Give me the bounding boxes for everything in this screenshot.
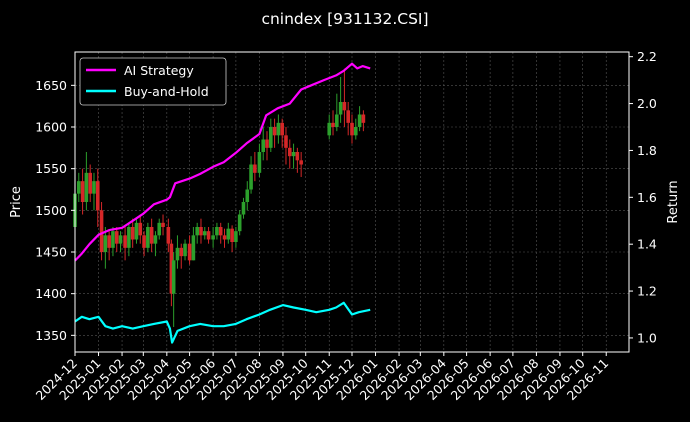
candle-body: [179, 247, 184, 257]
candle-body: [206, 231, 211, 240]
candle-body: [249, 164, 253, 190]
candle-body: [265, 139, 269, 148]
candle-body: [327, 122, 332, 136]
candle-body: [161, 222, 165, 227]
candle-body: [202, 231, 207, 236]
candle-body: [118, 235, 123, 244]
right-y-axis: 1.0 1.2 1.4 1.6 1.8 2.0 2.2: [629, 49, 657, 345]
y-axis-label-right: Return: [666, 180, 681, 223]
candle-body: [257, 152, 262, 173]
candle-body: [291, 152, 296, 157]
candle-body: [183, 243, 187, 257]
candle-body: [338, 102, 343, 115]
candle-body: [353, 127, 358, 136]
y-tick-label-right: 1.6: [637, 190, 657, 205]
series-lines: [74, 62, 371, 344]
candle-body: [280, 122, 284, 136]
ai-strategy-line: [74, 62, 371, 262]
candle-body: [342, 102, 347, 111]
candle-body: [287, 147, 292, 157]
candle-body: [215, 227, 219, 236]
candle-body: [127, 227, 131, 248]
candle-body: [88, 172, 92, 194]
y-axis-label-left: Price: [9, 186, 24, 218]
candle-body: [111, 231, 115, 248]
candle-body: [331, 122, 335, 127]
candle-body: [95, 181, 100, 211]
y-tick-label-left: 1400: [35, 286, 67, 301]
y-tick-label-right: 1.0: [637, 330, 657, 345]
candle-body: [195, 227, 199, 236]
y-tick-label-left: 1450: [35, 245, 67, 260]
left-y-axis: 1350 1400 1450 1500 1550 1600 1650: [35, 78, 75, 343]
candle-body: [230, 228, 234, 242]
candle-body: [241, 202, 246, 215]
legend-label-buy-and-hold: Buy-and-Hold: [124, 84, 209, 99]
y-tick-label-left: 1600: [35, 120, 67, 135]
candle-body: [299, 160, 303, 165]
chart-title: cnindex [931132.CSI]: [261, 10, 428, 28]
candle-body: [114, 231, 119, 244]
candle-body: [226, 228, 231, 240]
candle-body: [99, 210, 104, 252]
candle-body: [130, 227, 135, 240]
candle-body: [350, 122, 354, 136]
candle-body: [175, 247, 180, 261]
candle-body: [149, 227, 154, 244]
y-tick-label-right: 2.2: [637, 49, 657, 64]
candle-body: [157, 222, 162, 236]
candle-body: [346, 110, 351, 123]
candle-body: [218, 227, 223, 236]
legend: AI Strategy Buy-and-Hold: [79, 57, 227, 106]
y-tick-label-left: 1500: [35, 203, 67, 218]
candle-body: [199, 227, 203, 236]
candle-body: [123, 235, 127, 248]
candle-body: [361, 114, 366, 123]
y-tick-label-left: 1350: [35, 328, 67, 343]
candle-body: [211, 235, 215, 240]
candle-body: [261, 139, 266, 152]
candle-body: [284, 135, 288, 148]
y-tick-label-right: 2.0: [637, 96, 657, 111]
candle-body: [357, 114, 362, 127]
candle-body: [171, 260, 176, 294]
candle-body: [272, 127, 277, 136]
y-tick-label-left: 1650: [35, 78, 67, 93]
candle-body: [153, 235, 158, 244]
candle-body: [146, 227, 150, 248]
candle-body: [295, 152, 300, 161]
candle-body: [166, 227, 171, 244]
candle-body: [187, 243, 192, 261]
candle-body: [107, 235, 111, 248]
candle-body: [169, 243, 174, 294]
legend-box: [79, 57, 227, 106]
candle-body: [234, 231, 238, 242]
candle-body: [222, 235, 227, 240]
buy-and-hold-line: [74, 301, 371, 344]
candle-body: [268, 127, 273, 148]
candle-body: [237, 214, 242, 232]
candle-body: [142, 235, 146, 248]
candle-body: [84, 172, 89, 202]
candle-body: [103, 235, 108, 252]
candle-body: [92, 181, 96, 194]
candle-body: [76, 181, 81, 194]
candle-body: [191, 235, 196, 261]
y-tick-label-right: 1.8: [637, 143, 657, 158]
y-tick-label-left: 1550: [35, 161, 67, 176]
candle-body: [134, 222, 139, 240]
candle-body: [335, 114, 339, 127]
candlesticks: [73, 68, 366, 327]
candle-body: [253, 164, 257, 173]
legend-label-ai-strategy: AI Strategy: [124, 63, 194, 78]
candle-body: [138, 222, 143, 236]
y-tick-label-right: 1.2: [637, 284, 657, 299]
candle-body: [80, 181, 85, 202]
candle-body: [245, 189, 250, 202]
candle-body: [276, 122, 281, 136]
y-tick-label-right: 1.4: [637, 237, 657, 252]
